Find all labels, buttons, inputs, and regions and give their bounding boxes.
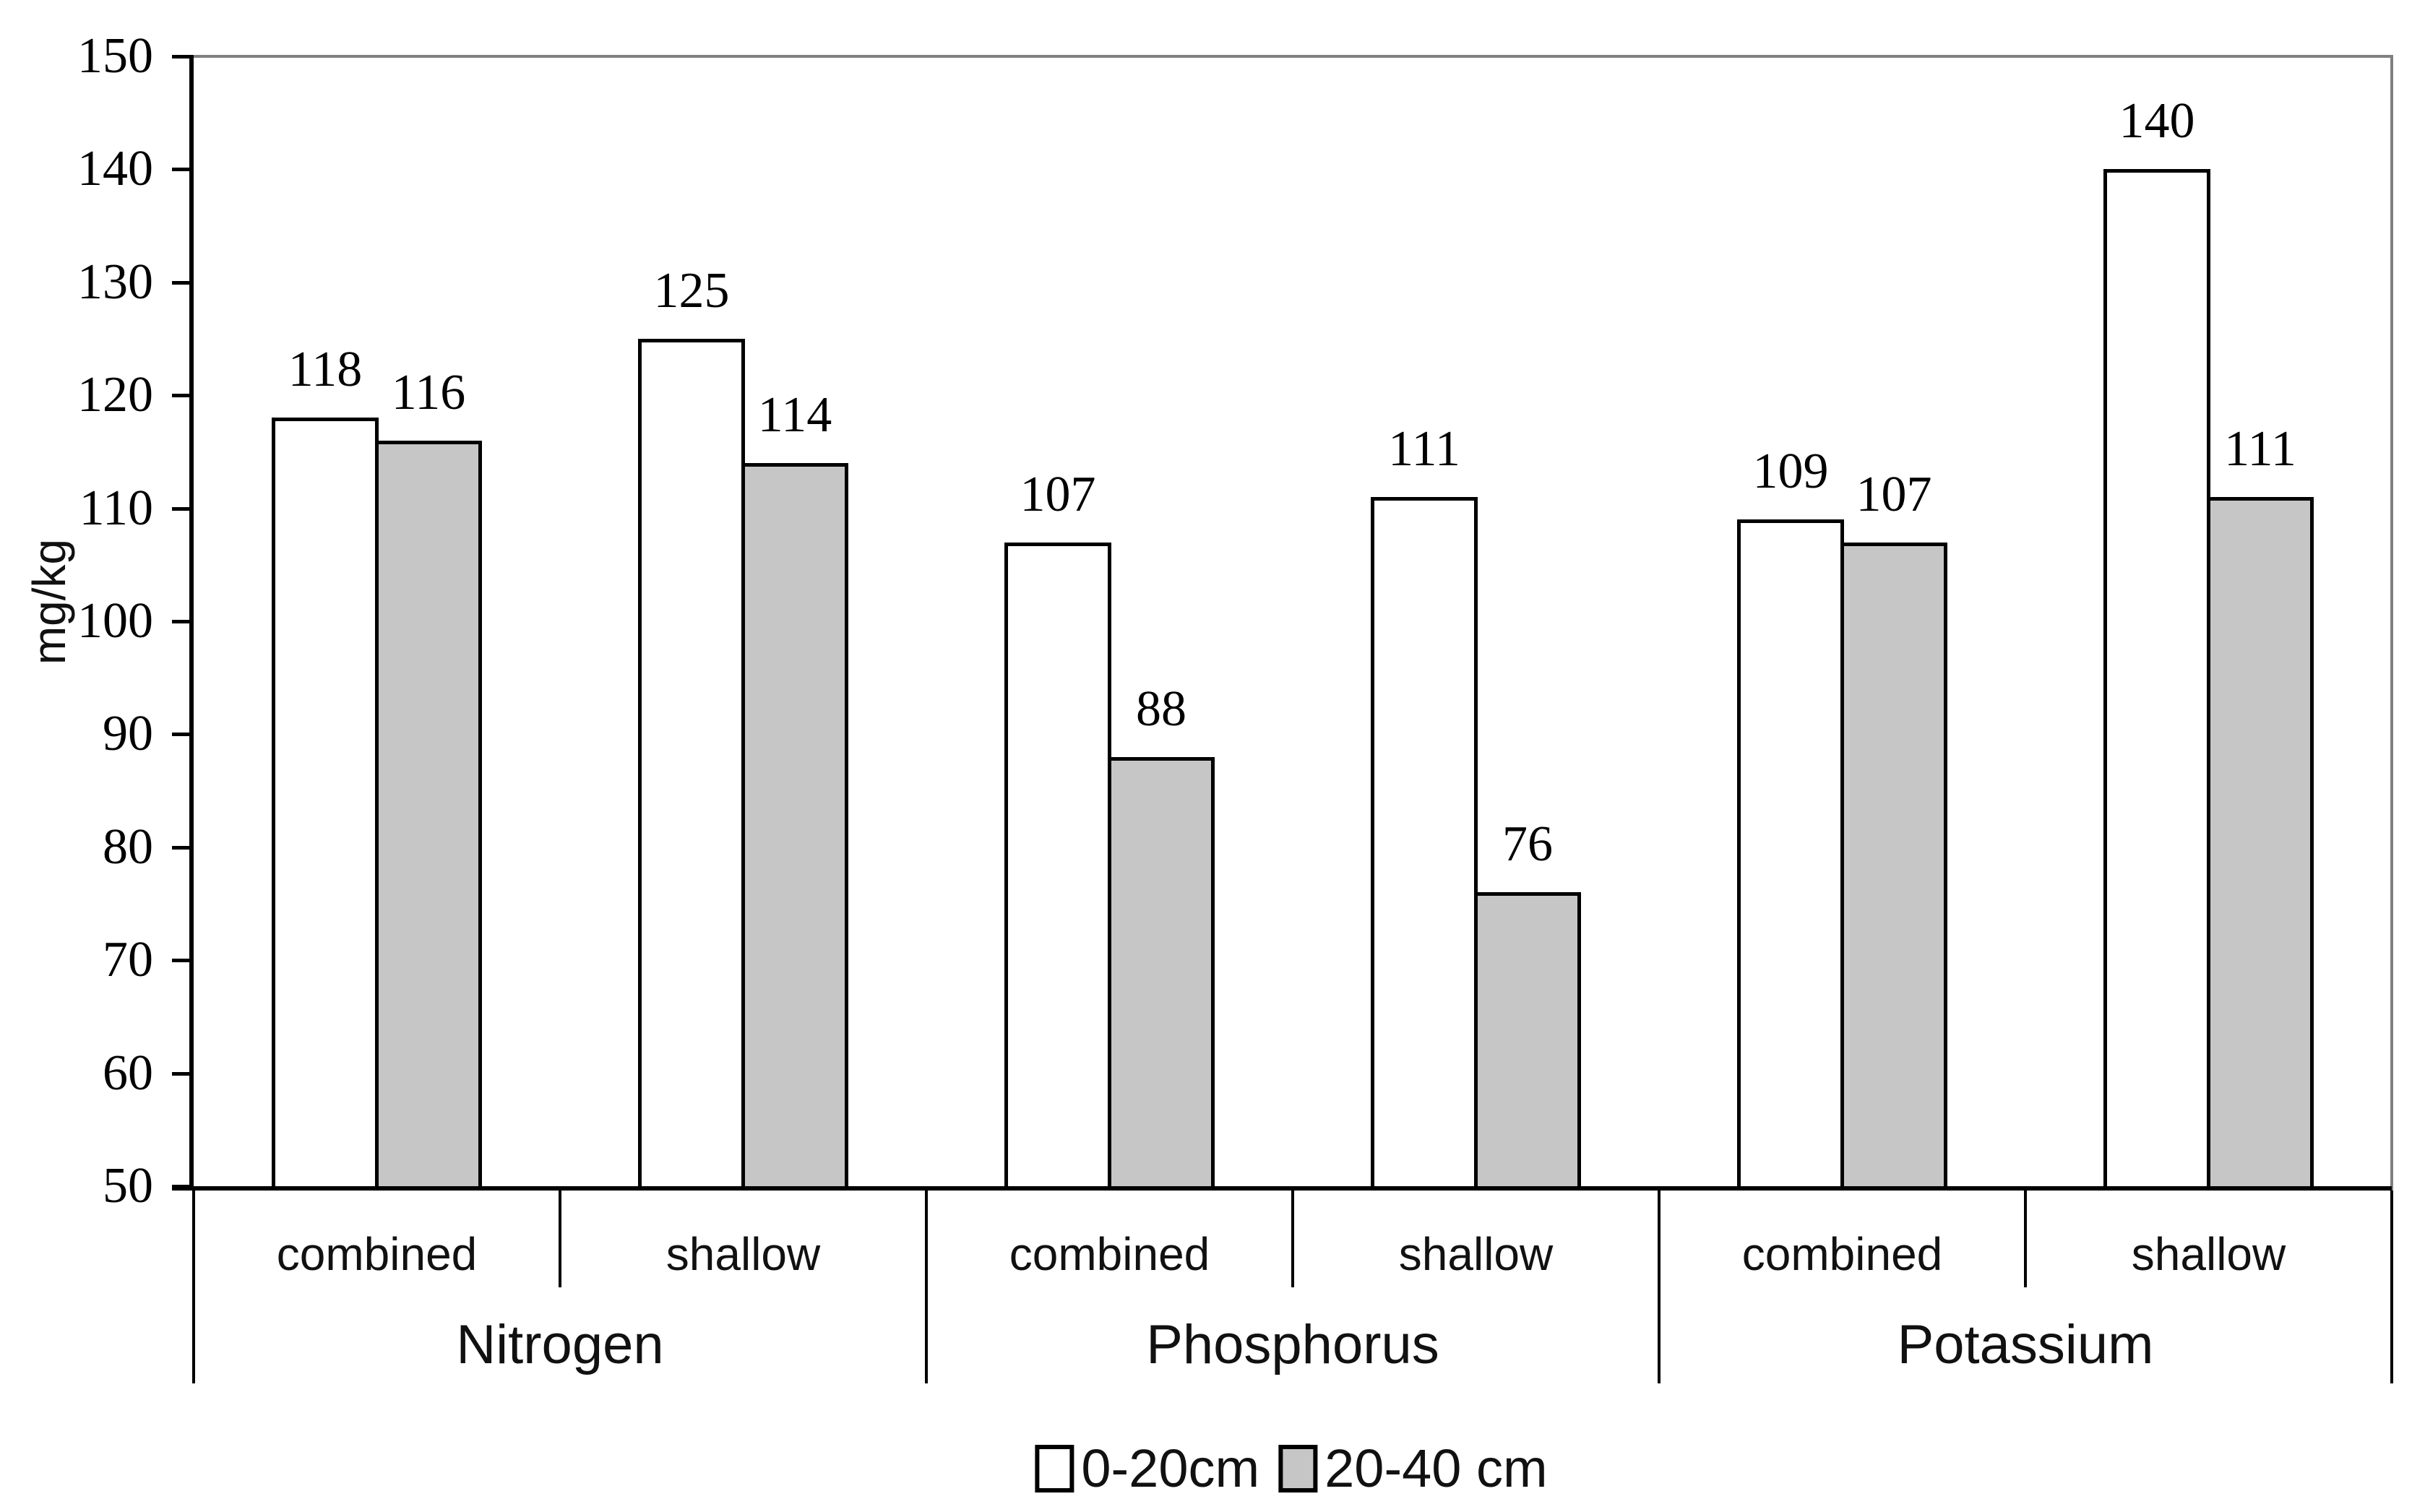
bar-0-20cm — [1004, 542, 1111, 1190]
y-tick-label: 80 — [103, 818, 153, 875]
y-tick-label: 140 — [77, 141, 153, 197]
group-divider — [1658, 1191, 1661, 1383]
y-tick-label: 70 — [103, 932, 153, 988]
bar-value-label: 109 — [1752, 444, 1829, 500]
group-label: Nitrogen — [456, 1314, 664, 1375]
plot-right-border — [2390, 55, 2393, 1191]
y-tick-label: 130 — [77, 254, 153, 310]
bar-20-40cm — [741, 463, 848, 1190]
bar-20-40cm — [1108, 756, 1215, 1190]
y-tick-label: 90 — [103, 706, 153, 762]
legend-item-label: 20-40 cm — [1325, 1438, 1548, 1498]
category-divider — [1291, 1191, 1294, 1287]
legend-swatch-icon — [1278, 1445, 1318, 1492]
bar-value-label: 114 — [757, 387, 832, 444]
plot-top-border — [191, 55, 2392, 58]
x-axis-line — [172, 1186, 2392, 1191]
category-label: shallow — [1398, 1228, 1554, 1280]
y-tick-label: 110 — [79, 480, 153, 536]
y-tick-mark — [172, 1185, 191, 1188]
y-tick-mark — [172, 394, 191, 398]
group-divider — [925, 1191, 928, 1383]
y-tick-mark — [172, 506, 191, 511]
y-tick-mark — [172, 845, 191, 850]
y-tick-mark — [172, 1071, 191, 1076]
bar-0-20cm — [272, 418, 379, 1190]
category-label: combined — [1009, 1228, 1210, 1280]
y-tick-label: 150 — [77, 28, 153, 84]
y-tick-mark — [172, 55, 191, 59]
bar-20-40cm — [1840, 542, 1947, 1190]
bar-value-label: 125 — [653, 263, 730, 319]
y-axis-line — [189, 55, 194, 1191]
legend-item: 0-20cm — [1035, 1436, 1259, 1501]
bar-value-label: 107 — [1020, 466, 1096, 522]
category-divider — [559, 1191, 561, 1287]
bar-20-40cm — [375, 440, 482, 1190]
group-divider — [192, 1191, 195, 1383]
y-tick-label: 120 — [77, 367, 153, 423]
group-label: Phosphorus — [1146, 1314, 1439, 1375]
category-label: combined — [1741, 1228, 1943, 1280]
bar-value-label: 111 — [1388, 420, 1460, 477]
category-label: combined — [276, 1228, 478, 1280]
y-tick-mark — [172, 280, 191, 285]
y-tick-mark — [172, 620, 191, 623]
group-label: Potassium — [1897, 1314, 2154, 1375]
bar-0-20cm — [638, 339, 745, 1190]
category-label: shallow — [666, 1228, 821, 1280]
legend: 0-20cm 20-40 cm — [1035, 1436, 1548, 1501]
bar-value-label: 76 — [1502, 816, 1553, 873]
y-tick-label: 60 — [103, 1045, 153, 1101]
bar-value-label: 88 — [1136, 681, 1186, 737]
y-tick-mark — [172, 168, 191, 172]
legend-item: 20-40 cm — [1278, 1436, 1548, 1501]
bar-0-20cm — [1737, 519, 1844, 1190]
category-divider — [2024, 1191, 2027, 1287]
y-tick-label: 100 — [77, 593, 153, 649]
bar-value-label: 111 — [2224, 420, 2296, 477]
bar-20-40cm — [1474, 892, 1581, 1190]
bar-0-20cm — [2103, 169, 2210, 1190]
y-tick-mark — [172, 733, 191, 737]
bar-0-20cm — [1371, 496, 1478, 1190]
category-label: shallow — [2131, 1228, 2286, 1280]
y-tick-label: 50 — [103, 1158, 153, 1214]
legend-swatch-icon — [1035, 1445, 1074, 1492]
bar-20-40cm — [2207, 496, 2314, 1190]
group-divider — [2390, 1191, 2393, 1383]
y-tick-mark — [172, 959, 191, 963]
bar-value-label: 107 — [1856, 466, 1932, 522]
bar-value-label: 118 — [288, 342, 363, 398]
bar-value-label: 116 — [391, 364, 466, 420]
legend-item-label: 0-20cm — [1081, 1438, 1260, 1498]
bar-value-label: 140 — [2119, 93, 2195, 150]
